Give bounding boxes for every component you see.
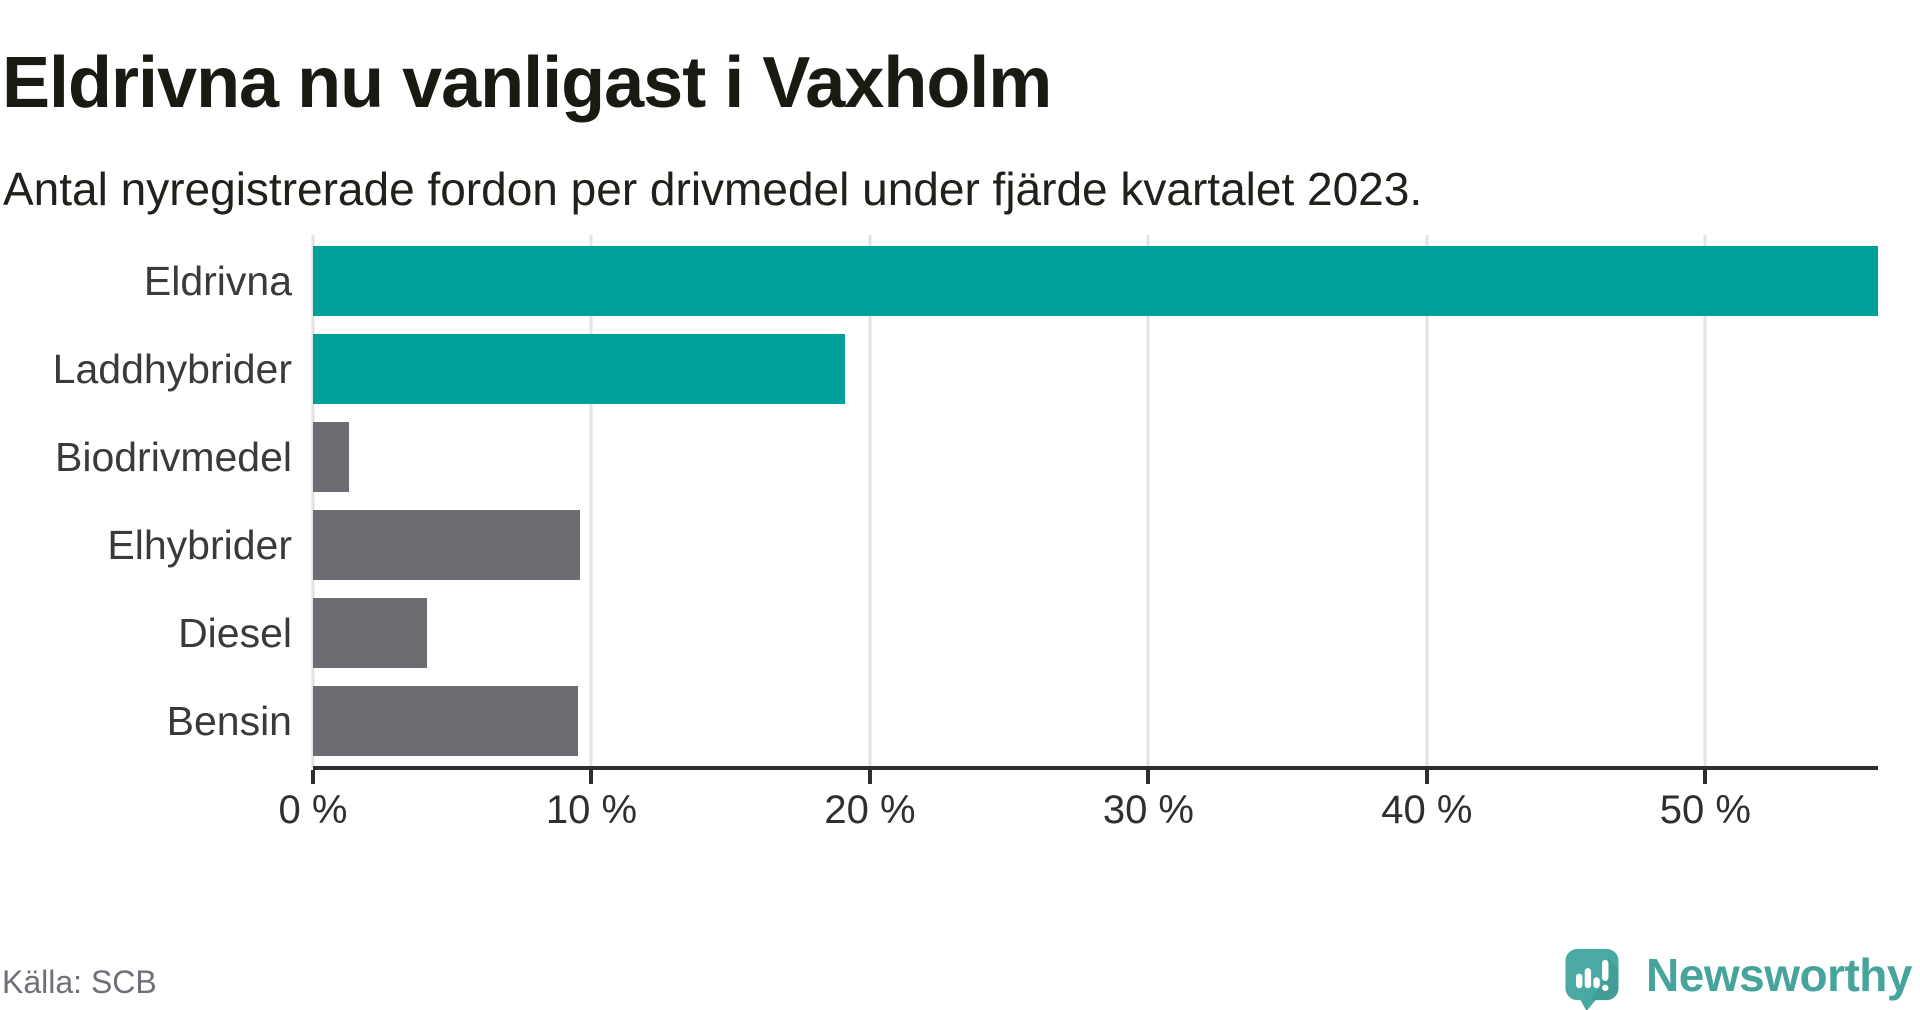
x-axis-line xyxy=(313,766,1878,770)
x-axis-tick-label: 0 % xyxy=(278,788,348,832)
bar-elhybrider xyxy=(313,510,581,580)
category-label-biodrivmedel: Biodrivmedel xyxy=(55,434,292,480)
bar-eldrivna xyxy=(313,246,1878,316)
y-axis-category-labels: Eldrivna Laddhybrider Biodrivmedel Elhybrid… xyxy=(0,235,292,768)
brand-name: Newsworthy xyxy=(1646,949,1912,1001)
category-label-eldrivna: Eldrivna xyxy=(143,258,292,304)
source-note: Källa: SCB xyxy=(2,964,157,1000)
x-axis-tick-30 xyxy=(1146,770,1151,784)
gridline-50 xyxy=(1703,235,1707,768)
x-axis-tick-label: 50 % xyxy=(1659,788,1751,832)
chart-subtitle: Antal nyregistrerade fordon per drivmede… xyxy=(3,163,1423,215)
x-axis-tick-label: 20 % xyxy=(824,788,916,832)
category-label-diesel: Diesel xyxy=(178,610,292,656)
category-label-elhybrider: Elhybrider xyxy=(107,522,292,568)
gridline-20 xyxy=(868,235,872,768)
brand-logo: Newsworthy xyxy=(1564,948,1912,1010)
gridline-40 xyxy=(1425,235,1429,768)
bar-bensin xyxy=(313,686,578,756)
x-axis-tick-10 xyxy=(589,770,594,784)
gridline-30 xyxy=(1146,235,1150,768)
chart-title: Eldrivna nu vanligast i Vaxholm xyxy=(2,43,1052,124)
x-axis-tick-0 xyxy=(311,770,315,784)
category-label-laddhybrider: Laddhybrider xyxy=(52,346,292,392)
x-axis-tick-label: 40 % xyxy=(1381,788,1473,832)
bar-biodrivmedel xyxy=(313,422,350,492)
x-axis-tick-label: 10 % xyxy=(545,788,638,832)
category-label-bensin: Bensin xyxy=(166,698,292,744)
newsworthy-speech-bubble-chart-icon xyxy=(1565,948,1619,1010)
x-axis-tick-label: 30 % xyxy=(1102,788,1194,832)
bar-laddhybrider xyxy=(313,334,845,404)
gridline-10 xyxy=(589,235,593,768)
x-axis-tick-50 xyxy=(1703,770,1708,784)
x-axis-tick-40 xyxy=(1424,770,1429,784)
plot-area: 0 % 10 % 20 % 30 % 40 % 50 % xyxy=(279,235,1878,832)
bar-diesel xyxy=(313,598,428,668)
x-axis-tick-20 xyxy=(867,770,872,784)
gridline-0 xyxy=(311,235,315,768)
